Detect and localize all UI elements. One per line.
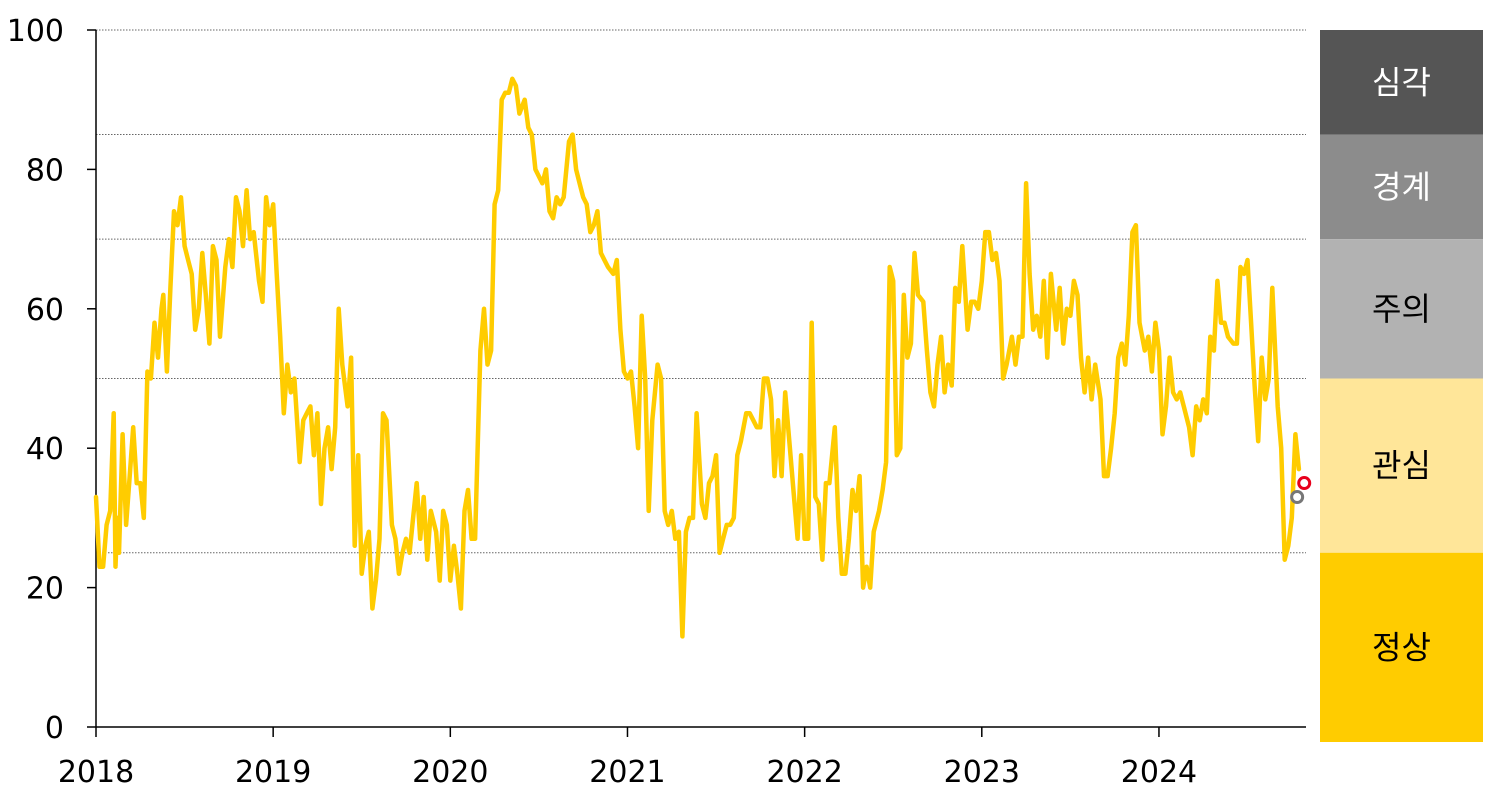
series-line-0 [93,76,1302,639]
x-tick-label: 2020 [412,755,488,790]
x-tick-label: 2022 [766,755,842,790]
markers [1290,476,1312,504]
zone-label-2: 주의 [1372,290,1431,328]
x-tick-label: 2018 [58,755,134,790]
x-ticks: 2018 2019 2020 2021 2022 2023 2024 [58,727,1197,790]
y-tick-label: 20 [26,572,64,607]
y-tick-label: 0 [45,711,64,746]
end-marker-0 [1290,489,1305,504]
gridlines [96,29,1306,554]
zone-band-4 [1320,552,1483,742]
zone-band-2 [1320,239,1483,379]
zone-band-1 [1320,134,1483,240]
y-tick-label: 60 [26,293,64,328]
zone-label-4: 정상 [1372,628,1431,666]
end-marker-1 [1297,476,1312,491]
y-ticks: 0 20 40 60 80 100 [7,14,96,746]
series [93,76,1302,639]
x-tick-label: 2021 [589,755,665,790]
axes [95,30,1306,728]
zone-band-3 [1320,378,1483,553]
x-tick-label: 2019 [235,755,311,790]
zone-label-0: 심각 [1372,63,1431,101]
y-tick-label: 100 [7,14,64,49]
zone-label-3: 관심 [1372,447,1431,485]
x-tick-label: 2024 [1121,755,1197,790]
zone-label-1: 경계 [1372,168,1431,206]
y-tick-label: 80 [26,153,64,188]
x-tick-label: 2023 [944,755,1020,790]
y-tick-label: 40 [26,432,64,467]
zone-band-0 [1320,30,1483,135]
